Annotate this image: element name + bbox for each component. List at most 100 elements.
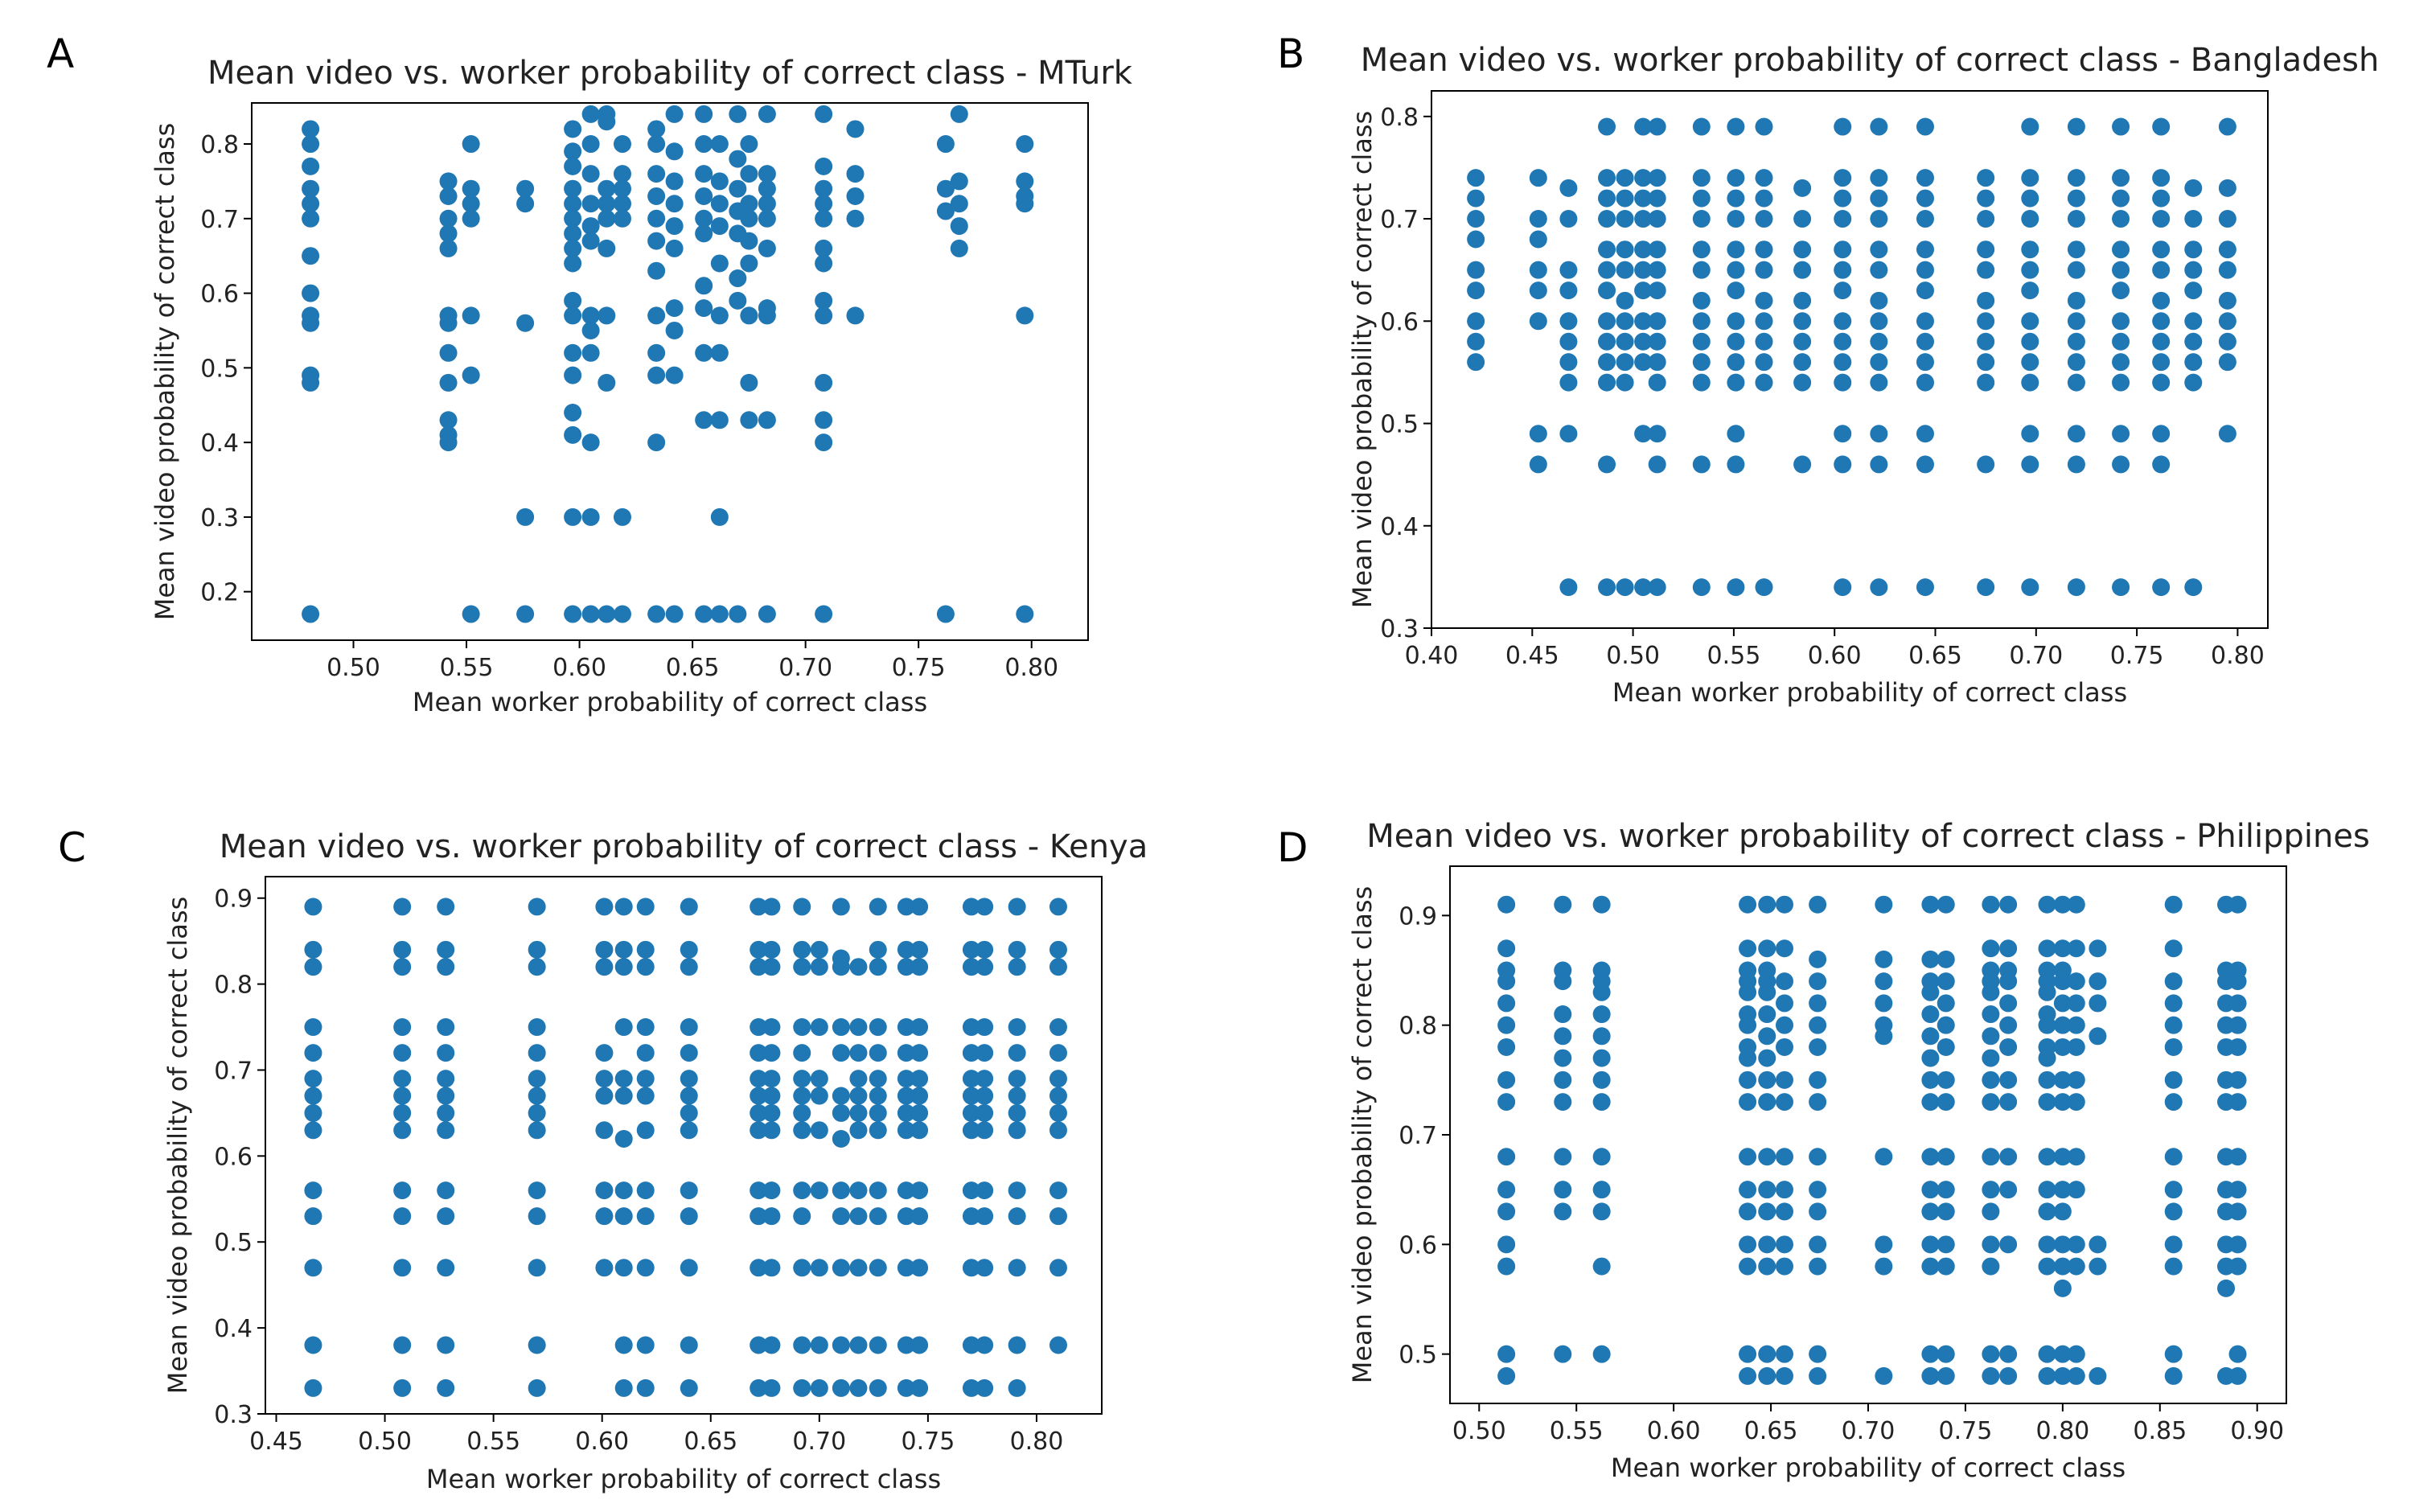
y-axis-label: Mean video probability of correct class: [162, 897, 193, 1395]
scatter-point: [2152, 117, 2171, 136]
scatter-point: [869, 1070, 887, 1088]
scatter-point: [1008, 1259, 1026, 1277]
scatter-point: [393, 1378, 412, 1397]
scatter-point: [815, 373, 833, 392]
scatter-point: [1755, 210, 1773, 228]
scatter-point: [849, 1103, 868, 1122]
scatter-point: [439, 343, 458, 362]
scatter-point: [1937, 1181, 1955, 1199]
scatter-point: [302, 605, 320, 623]
scatter-point: [437, 1259, 455, 1277]
scatter-point: [762, 1121, 781, 1140]
scatter-point: [1809, 994, 1827, 1013]
scatter-point: [1937, 1016, 1955, 1034]
scatter-point: [1916, 189, 1934, 207]
scatter-point: [1559, 312, 1578, 331]
scatter-point: [910, 1087, 929, 1105]
scatter-point: [1758, 1049, 1776, 1067]
scatter-point: [1870, 291, 1888, 310]
scatter-point: [897, 1121, 915, 1140]
scatter-point: [2164, 1345, 2183, 1363]
scatter-point: [2184, 353, 2203, 372]
scatter-point: [2112, 455, 2130, 474]
scatter-point: [962, 1378, 980, 1397]
scatter-point: [2089, 994, 2107, 1013]
scatter-point: [815, 105, 833, 123]
scatter-point: [758, 306, 776, 325]
scatter-point: [1049, 940, 1067, 959]
scatter-point: [595, 940, 614, 959]
scatter-point: [1793, 455, 1812, 474]
scatter-point: [1592, 1049, 1611, 1067]
scatter-point: [1999, 1235, 2018, 1254]
scatter-point: [437, 1121, 455, 1140]
scatter-point: [1834, 455, 1852, 474]
scatter-point: [1648, 117, 1666, 136]
scatter-point: [1809, 972, 1827, 991]
scatter-point: [2021, 425, 2039, 443]
scatter-point: [1982, 1257, 2000, 1276]
scatter-point: [750, 1181, 768, 1200]
scatter-point: [1616, 189, 1634, 207]
scatter-point: [793, 1103, 811, 1122]
scatter-point: [762, 1070, 781, 1088]
scatter-point: [2089, 1235, 2107, 1254]
scatter-point: [1727, 240, 1745, 259]
x-tick-label: 0.60: [552, 654, 606, 682]
scatter-point: [1598, 373, 1616, 392]
y-tick-label: 0.9: [214, 885, 253, 914]
scatter-point: [1497, 1345, 1516, 1363]
scatter-point: [680, 1336, 698, 1354]
scatter-point: [581, 433, 600, 452]
scatter-point: [613, 135, 631, 154]
scatter-point: [613, 209, 631, 228]
scatter-point: [1008, 1087, 1026, 1105]
x-tick-label: 0.75: [892, 654, 946, 682]
scatter-point: [910, 1044, 929, 1062]
scatter-point: [564, 120, 582, 138]
scatter-point: [1793, 353, 1812, 372]
scatter-point: [1008, 1103, 1026, 1122]
y-tick-label: 0.6: [1380, 308, 1419, 336]
scatter-point: [758, 209, 776, 228]
scatter-point: [2067, 1366, 2085, 1385]
scatter-point: [1977, 189, 1995, 207]
panel-letter-a: A: [47, 31, 75, 77]
scatter-point: [1529, 312, 1547, 331]
x-tick-label: 0.50: [358, 1428, 412, 1456]
scatter-point: [636, 898, 655, 916]
scatter-point: [1634, 312, 1653, 331]
scatter-point: [2067, 1257, 2085, 1276]
scatter-point: [793, 1018, 811, 1037]
scatter-point: [2164, 1148, 2183, 1166]
scatter-point: [1937, 994, 1955, 1013]
x-tick-label: 0.55: [466, 1428, 520, 1456]
scatter-point: [695, 605, 713, 623]
scatter-point: [832, 898, 850, 916]
scatter-point: [975, 1121, 994, 1140]
scatter-point: [2152, 353, 2171, 372]
scatter-point: [1875, 1235, 1893, 1254]
scatter-point: [528, 1378, 546, 1397]
scatter-point: [815, 254, 833, 273]
scatter-point: [1634, 332, 1653, 351]
scatter-point: [647, 605, 666, 623]
scatter-point: [437, 1103, 455, 1122]
scatter-point: [1937, 1202, 1955, 1221]
scatter-point: [815, 306, 833, 325]
scatter-point: [832, 1103, 850, 1122]
scatter-point: [528, 1018, 546, 1037]
scatter-point: [936, 605, 955, 623]
scatter-point: [2053, 939, 2072, 958]
scatter-point: [1497, 1016, 1516, 1034]
scatter-point: [439, 373, 458, 392]
scatter-point: [950, 105, 968, 123]
scatter-point: [1598, 455, 1616, 474]
scatter-point: [2053, 1148, 2072, 1166]
scatter-point: [2112, 240, 2130, 259]
scatter-point: [2228, 1037, 2247, 1056]
scatter-point: [393, 1181, 412, 1200]
scatter-point: [636, 958, 655, 976]
scatter-point: [1592, 1181, 1611, 1199]
